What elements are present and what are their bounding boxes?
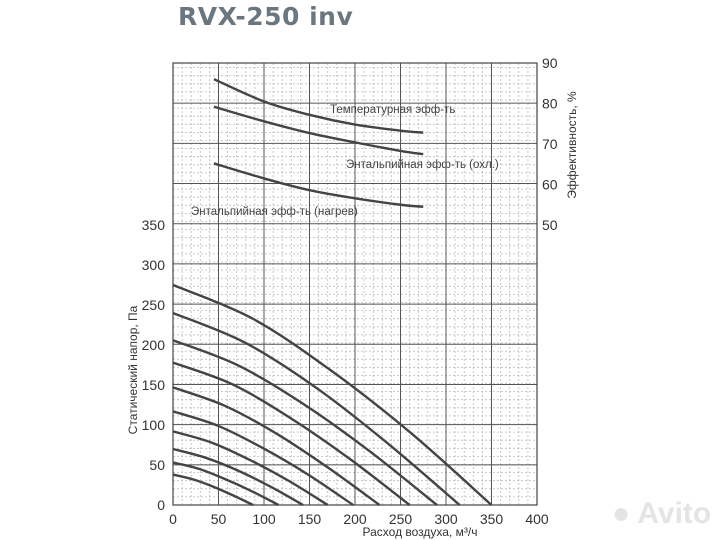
y-right-tick-label: 80: [542, 96, 558, 112]
pressure-curve-2: [172, 311, 461, 506]
y-left-tick-label: 100: [142, 417, 166, 433]
y-right-tick-label: 60: [542, 177, 558, 193]
y-right-axis-label: Эффективность, %: [565, 91, 579, 199]
pressure-curve-3: [172, 339, 438, 506]
pressure-curve-5: [172, 386, 381, 506]
pressure-curve-9: [172, 461, 280, 507]
efficiency-curve-label: Температурная эфф-ть: [330, 104, 455, 116]
y-left-tick-label: 350: [142, 217, 166, 233]
efficiency-curve-2: [213, 105, 424, 156]
pressure-curve-6: [172, 410, 354, 506]
chart-title: RVX-250 inv: [178, 2, 354, 31]
y-left-tick-label: 0: [157, 497, 165, 513]
y-left-tick-label: 250: [142, 297, 166, 313]
avito-watermark: ● Avito: [612, 497, 712, 530]
x-tick-label: 300: [434, 511, 458, 527]
y-left-tick-label: 300: [142, 257, 166, 273]
pressure-curve-10: [172, 473, 254, 507]
y-left-tick-label: 150: [142, 377, 166, 393]
x-tick-label: 250: [389, 511, 413, 527]
pressure-curve-8: [172, 447, 304, 507]
pressure-curve-4: [172, 361, 411, 506]
y-left-axis-label: Статический напор, Па: [126, 305, 140, 434]
y-left-tick-label: 50: [149, 457, 165, 473]
efficiency-curve-1: [213, 78, 424, 134]
x-tick-label: 350: [480, 511, 504, 527]
y-right-tick-label: 50: [542, 217, 558, 233]
pressure-curve-1: [172, 283, 493, 506]
efficiency-curve-label: Энтальпийная эфф-ть (охл.): [346, 159, 499, 171]
x-axis-label: Расход воздуха, м³/ч: [363, 525, 478, 539]
efficiency-curve-3: [213, 162, 424, 208]
y-left-tick-label: 200: [142, 337, 166, 353]
x-tick-label: 50: [211, 511, 227, 527]
x-tick-label: 100: [252, 511, 276, 527]
x-tick-label: 400: [525, 511, 549, 527]
x-tick-label: 200: [343, 511, 367, 527]
x-tick-label: 0: [169, 511, 177, 527]
efficiency-curve-label: Энтальпийная эфф-ть (нагрев): [191, 206, 358, 218]
x-tick-label: 150: [298, 511, 322, 527]
y-right-tick-label: 90: [542, 55, 558, 71]
plot-frame: [172, 62, 538, 506]
y-right-tick-label: 70: [542, 136, 558, 152]
pressure-curve-7: [172, 430, 329, 507]
